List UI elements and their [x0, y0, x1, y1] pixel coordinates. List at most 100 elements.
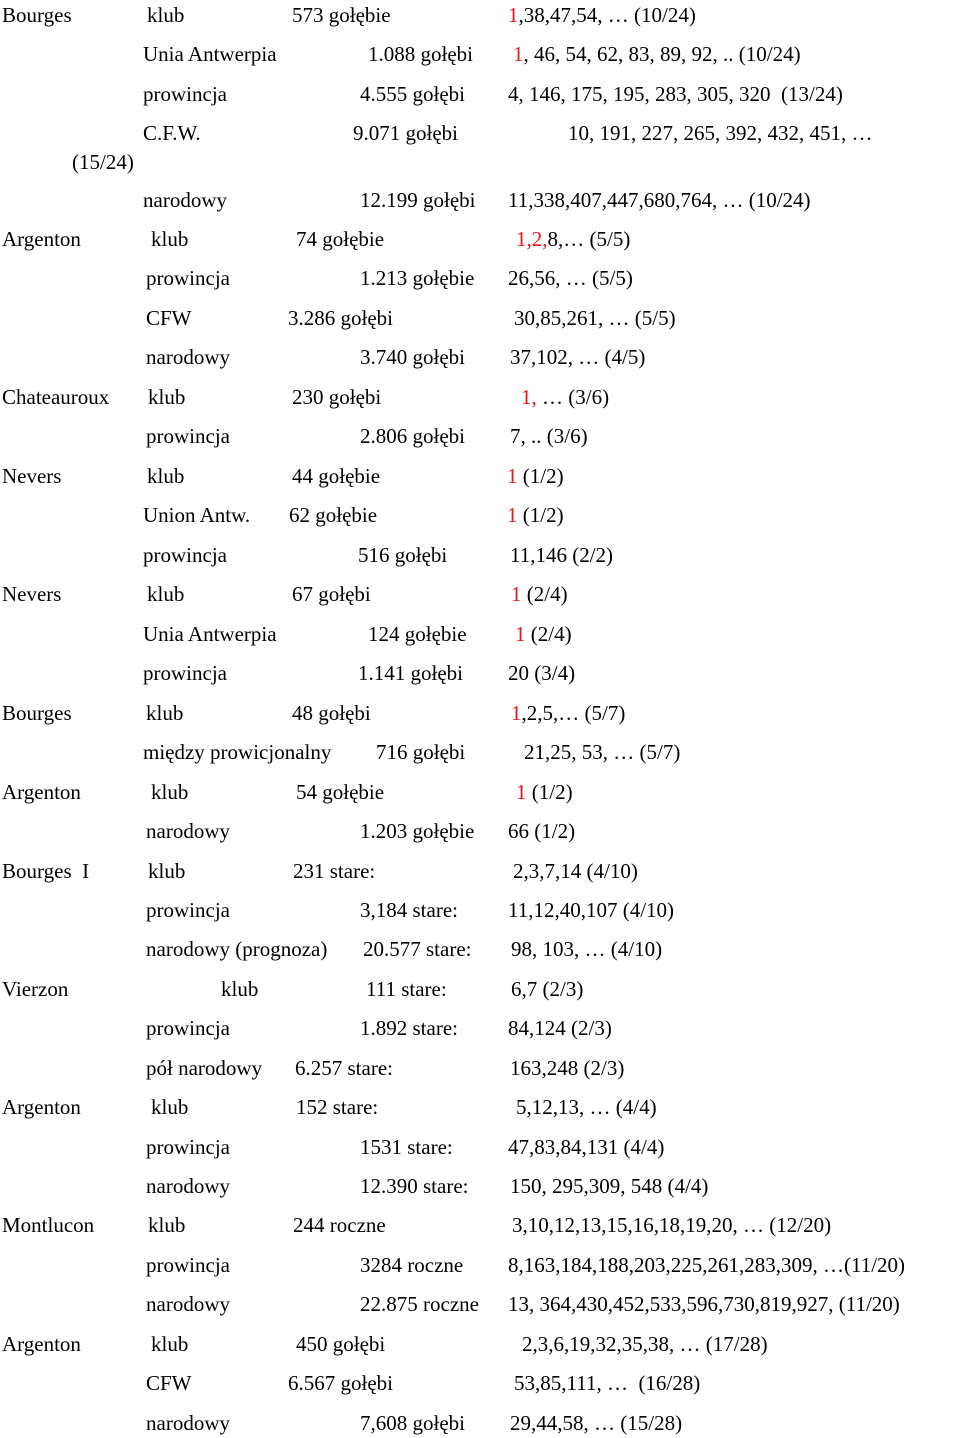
competition-level: klub: [151, 227, 189, 251]
placings-rest: (1/2): [526, 780, 573, 804]
competition-level: klub: [151, 780, 189, 804]
pigeon-count: 1.141 gołębi: [358, 661, 463, 685]
competition-level: CFW: [146, 1371, 192, 1395]
result-row: pół narodowy 6.257 stare: 163,248 (2/3): [0, 1053, 960, 1083]
placings: 47,83,84,131 (4/4): [508, 1132, 664, 1162]
placings-rest: 150, 295,309, 548 (4/4): [510, 1174, 709, 1198]
pigeon-count: 1.203 gołębie: [360, 819, 475, 843]
pigeon-count: 12.390 stare:: [360, 1174, 469, 1198]
result-row: narodowy 3.740 gołębi 37,102, … (4/5): [0, 342, 960, 372]
pigeon-count: 20.577 stare:: [363, 937, 472, 961]
competition-level: prowincja: [143, 82, 227, 106]
pigeon-count: 3.740 gołębi: [360, 345, 465, 369]
placings: 3,10,12,13,15,16,18,19,20, … (12/20): [512, 1210, 831, 1240]
placings: 2,3,7,14 (4/10): [513, 856, 638, 886]
pigeon-count: 230 gołębi: [292, 385, 382, 409]
pigeon-count: 450 gołębi: [296, 1332, 386, 1356]
placings-rest: ,38,47,54, … (10/24): [518, 3, 696, 27]
placings-rest: (2/4): [525, 622, 572, 646]
result-row: Bourges klub 48 gołębi 1,2,5,… (5/7): [0, 698, 960, 728]
placings: 6,7 (2/3): [511, 974, 583, 1004]
placings-rest: 8,163,184,188,203,225,261,283,309, …(11/…: [508, 1253, 906, 1277]
pigeon-count: 54 gołębie: [296, 780, 385, 804]
competition-level: narodowy: [146, 1292, 230, 1316]
placings-rest: 5,12,13, … (4/4): [516, 1095, 657, 1119]
placings: 2,3,6,19,32,35,38, … (17/28): [522, 1329, 768, 1359]
placings: 1 (1/2): [507, 500, 564, 530]
placings-rest: 13, 364,430,452,533,596,730,819,927, (11…: [508, 1292, 900, 1316]
pigeon-count: 22.875 roczne: [360, 1292, 479, 1316]
competition-level: klub: [147, 3, 185, 27]
placings-rest: 10, 191, 227, 265, 392, 432, 451, …: [568, 121, 873, 145]
placings-rest: 4, 146, 175, 195, 283, 305, 320 (13/24): [508, 82, 843, 106]
placings: 4, 146, 175, 195, 283, 305, 320 (13/24): [508, 79, 843, 109]
winning-placing: 1: [511, 701, 522, 725]
result-row: prowincja 3284 roczne 8,163,184,188,203,22…: [0, 1250, 960, 1280]
placings-rest: 6,7 (2/3): [511, 977, 584, 1001]
result-row: (15/24): [0, 147, 960, 177]
pigeon-count: 1.088 gołębi: [368, 42, 473, 66]
pigeon-count: 1.213 gołębie: [360, 266, 475, 290]
city-name: Argenton: [2, 1095, 81, 1119]
placings: 5,12,13, … (4/4): [516, 1092, 657, 1122]
placings-rest: , 46, 54, 62, 83, 89, 92, .. (10/24): [523, 42, 801, 66]
pigeon-count: 2.806 gołębi: [360, 424, 465, 448]
result-row: prowincja 1.141 gołębi 20 (3/4): [0, 658, 960, 688]
pigeon-count: 48 gołębi: [292, 701, 371, 725]
pigeon-count: 1531 stare:: [360, 1135, 453, 1159]
result-row: Unia Antwerpia 1.088 gołębi 1, 46, 54, 62,…: [0, 39, 960, 69]
winning-placing: 1: [511, 582, 522, 606]
competition-level: Unia Antwerpia: [143, 622, 277, 646]
placings-rest: 53,85,111, … (16/28): [514, 1371, 701, 1395]
placings: 30,85,261, … (5/5): [514, 303, 676, 333]
result-row: narodowy 7,608 gołębi 29,44,58, … (15/28): [0, 1408, 960, 1438]
competition-level: pół narodowy: [146, 1056, 263, 1080]
result-row: prowincja 516 gołębi 11,146 (2/2): [0, 540, 960, 570]
city-name: Bourges: [2, 701, 72, 725]
competition-level: klub: [151, 1095, 189, 1119]
placings: 11,338,407,447,680,764, … (10/24): [508, 185, 811, 215]
placings: 37,102, … (4/5): [510, 342, 645, 372]
competition-level: prowincja: [146, 266, 230, 290]
result-row: narodowy (prognoza) 20.577 stare: 98, 103,…: [0, 934, 960, 964]
result-row: narodowy 12.390 stare: 150, 295,309, 548 (…: [0, 1171, 960, 1201]
competition-level: prowincja: [146, 424, 230, 448]
pigeon-count: 244 roczne: [293, 1213, 386, 1237]
result-row: narodowy 1.203 gołębie 66 (1/2): [0, 816, 960, 846]
city-name: Nevers: [2, 464, 62, 488]
placings-rest: (1/2): [517, 503, 564, 527]
placings: 8,163,184,188,203,225,261,283,309, …(11/…: [508, 1250, 905, 1280]
city-name: (15/24): [72, 150, 134, 174]
placings-rest: 3,10,12,13,15,16,18,19,20, … (12/20): [512, 1213, 832, 1237]
placings: 26,56, … (5/5): [508, 263, 633, 293]
city-name: Bourges I: [2, 859, 90, 883]
result-row: Nevers klub 44 gołębie 1 (1/2): [0, 461, 960, 491]
competition-level: prowincja: [146, 1253, 230, 1277]
competition-level: klub: [147, 582, 185, 606]
placings: 1, 46, 54, 62, 83, 89, 92, .. (10/24): [513, 39, 801, 69]
pigeon-count: 124 gołębie: [368, 622, 467, 646]
placings: 1 (2/4): [511, 579, 568, 609]
competition-level: narodowy: [146, 1174, 230, 1198]
placings-rest: 66 (1/2): [508, 819, 576, 843]
competition-level: klub: [151, 1332, 189, 1356]
pigeon-count: 716 gołębi: [376, 740, 466, 764]
placings: 1 (1/2): [516, 777, 573, 807]
placings-rest: 30,85,261, … (5/5): [514, 306, 676, 330]
pigeon-count: 74 gołębie: [296, 227, 385, 251]
winning-placing: 1,: [521, 385, 537, 409]
placings-rest: 2,3,7,14 (4/10): [513, 859, 638, 883]
placings: 163,248 (2/3): [510, 1053, 624, 1083]
winning-placing: 1: [513, 42, 524, 66]
competition-level: prowincja: [146, 1016, 230, 1040]
result-row: Argenton klub 54 gołębie 1 (1/2): [0, 777, 960, 807]
result-row: Bourges klub 573 gołębie 1,38,47,54, … (10/…: [0, 0, 960, 30]
placings-rest: 8,… (5/5): [547, 227, 631, 251]
placings: 1, … (3/6): [521, 382, 609, 412]
result-row: prowincja 1.892 stare: 84,124 (2/3): [0, 1013, 960, 1043]
competition-level: CFW: [146, 306, 192, 330]
result-row: C.F.W. 9.071 gołębi 10, 191, 227, 265, 392…: [0, 118, 960, 148]
competition-level: klub: [221, 977, 259, 1001]
placings: 53,85,111, … (16/28): [514, 1368, 700, 1398]
placings-rest: 11,338,407,447,680,764, … (10/24): [508, 188, 811, 212]
